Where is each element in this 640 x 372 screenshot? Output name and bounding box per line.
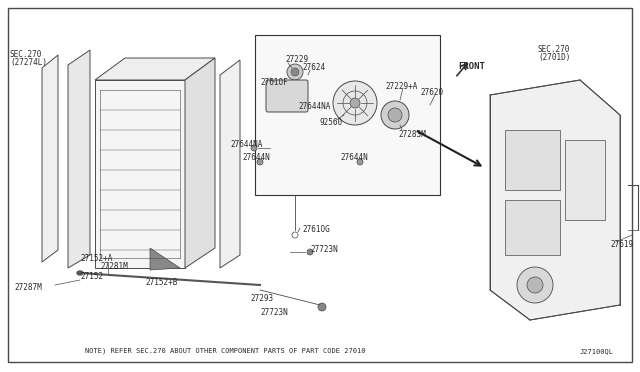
Text: 27229+A: 27229+A <box>385 82 417 91</box>
Polygon shape <box>185 58 215 268</box>
Text: J27100QL: J27100QL <box>580 348 614 354</box>
Circle shape <box>388 108 402 122</box>
Polygon shape <box>150 248 180 270</box>
Text: 27152+A: 27152+A <box>80 254 113 263</box>
Circle shape <box>251 145 257 151</box>
Polygon shape <box>42 55 58 262</box>
Text: 92560: 92560 <box>320 118 343 127</box>
Polygon shape <box>220 60 240 268</box>
Circle shape <box>350 98 360 108</box>
Text: SEC.270: SEC.270 <box>10 50 42 59</box>
Circle shape <box>257 159 263 165</box>
Text: (27274L): (27274L) <box>10 58 47 67</box>
Text: 27723N: 27723N <box>310 245 338 254</box>
Circle shape <box>527 277 543 293</box>
Circle shape <box>381 101 409 129</box>
Text: 27152: 27152 <box>80 272 103 281</box>
Text: 27287M: 27287M <box>14 283 42 292</box>
Text: 27619: 27619 <box>610 240 633 249</box>
Polygon shape <box>95 58 215 80</box>
Bar <box>565 140 605 220</box>
Text: 27281M: 27281M <box>100 262 128 271</box>
Circle shape <box>318 303 326 311</box>
Text: NOTE) REFER SEC.270 ABOUT OTHER COMPONENT PARTS OF PART CODE 27010: NOTE) REFER SEC.270 ABOUT OTHER COMPONEN… <box>85 348 365 355</box>
Polygon shape <box>490 80 620 320</box>
Text: 27723N: 27723N <box>260 308 288 317</box>
Text: 27152+B: 27152+B <box>145 278 177 287</box>
Circle shape <box>287 64 303 80</box>
Circle shape <box>333 81 377 125</box>
Polygon shape <box>68 50 90 268</box>
Bar <box>255 35 440 195</box>
Text: 27644N: 27644N <box>242 153 269 162</box>
Text: 27229: 27229 <box>285 55 308 64</box>
Bar <box>505 130 560 190</box>
Ellipse shape <box>77 271 83 275</box>
Circle shape <box>291 68 299 76</box>
FancyBboxPatch shape <box>266 80 308 112</box>
Text: 27644NA: 27644NA <box>230 140 262 149</box>
Text: 27620: 27620 <box>420 88 443 97</box>
Text: 27624: 27624 <box>302 63 325 72</box>
Text: 27283M: 27283M <box>398 130 426 139</box>
Polygon shape <box>95 80 185 268</box>
Circle shape <box>517 267 553 303</box>
Text: 2761OG: 2761OG <box>302 225 330 234</box>
Text: (2701D): (2701D) <box>538 53 570 62</box>
Text: 27293: 27293 <box>250 294 273 303</box>
Circle shape <box>357 159 363 165</box>
Text: 2761OF: 2761OF <box>260 78 288 87</box>
Circle shape <box>307 249 313 255</box>
Text: 27644NA: 27644NA <box>298 102 330 111</box>
Bar <box>505 200 560 255</box>
Text: 27644N: 27644N <box>340 153 368 162</box>
Text: SEC.270: SEC.270 <box>538 45 570 54</box>
Text: FRONT: FRONT <box>458 62 485 71</box>
